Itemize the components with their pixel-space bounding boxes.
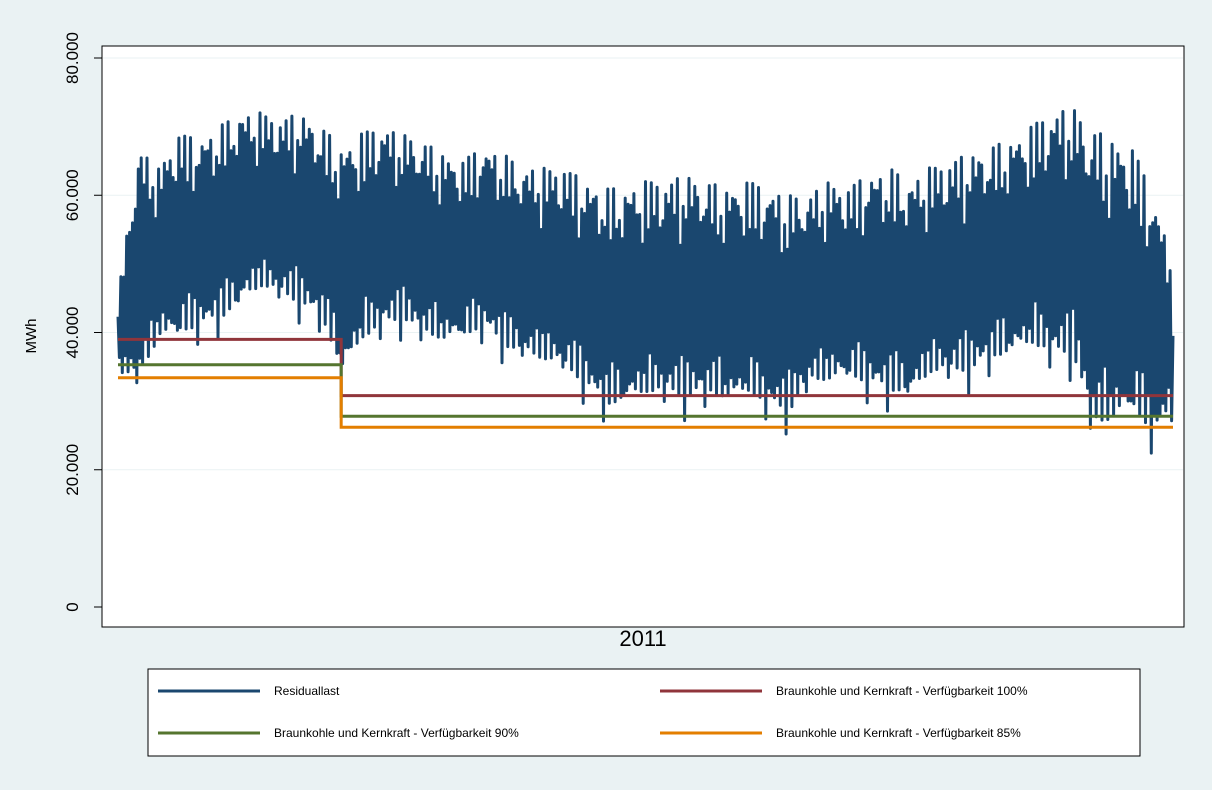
legend-label: Residuallast [274,684,340,698]
series-residuallast [116,109,1175,455]
y-tick-label: 80.000 [63,32,82,84]
step-line [118,376,1173,429]
y-axis: 0 20.000 40.000 60.000 80.000 [63,32,102,612]
residuallast-line [116,109,1175,455]
legend-entries: Residuallast Braunkohle und Kernkraft - V… [158,684,1028,740]
legend-entry: Braunkohle und Kernkraft - Verfügbarkeit… [660,684,1028,698]
legend-entry: Residuallast [158,684,340,698]
legend-label: Braunkohle und Kernkraft - Verfügbarkeit… [776,726,1021,740]
y-tick-label: 0 [63,602,82,611]
y-tick-label: 60.000 [63,169,82,221]
x-axis-label: 2011 [619,626,666,651]
series-step-3 [118,376,1173,429]
legend-label: Braunkohle und Kernkraft - Verfügbarkeit… [776,684,1028,698]
y-tick-label: 20.000 [63,444,82,496]
y-tick-label: 40.000 [63,307,82,359]
legend [147,668,1141,757]
legend-entry: Braunkohle und Kernkraft - Verfügbarkeit… [660,726,1021,740]
y-axis-label: MWh [23,319,40,354]
legend-entry: Braunkohle und Kernkraft - Verfügbarkeit… [158,726,519,740]
legend-label: Braunkohle und Kernkraft - Verfügbarkeit… [274,726,519,740]
series-layer [116,109,1175,455]
